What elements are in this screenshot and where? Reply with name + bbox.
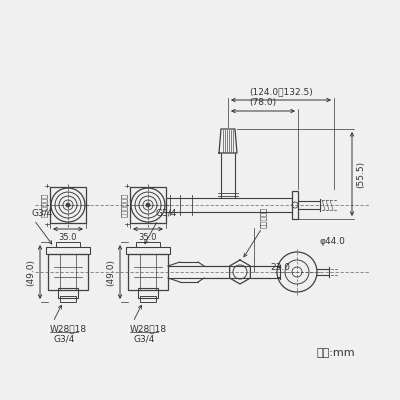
Circle shape	[67, 204, 69, 206]
Text: (55.5): (55.5)	[356, 160, 365, 188]
Text: W28少18: W28少18	[130, 324, 167, 333]
Text: 二面カット幅: 二面カット幅	[41, 193, 47, 217]
Bar	[56, 242, 80, 247]
Text: G3/4: G3/4	[134, 334, 155, 343]
Text: G3/4: G3/4	[156, 209, 177, 218]
Text: G3/4: G3/4	[54, 334, 75, 343]
Text: (49.0): (49.0)	[106, 258, 115, 286]
Bar	[292, 191, 298, 219]
Text: (78.0): (78.0)	[250, 98, 276, 107]
Bar	[46, 247, 90, 254]
Bar	[138, 288, 158, 298]
Bar	[140, 296, 156, 302]
Bar	[130, 187, 166, 223]
Bar	[58, 288, 78, 298]
Text: 二面カット幅: 二面カット幅	[121, 193, 127, 217]
Circle shape	[147, 204, 149, 206]
Text: (124.0～132.5): (124.0～132.5)	[249, 87, 313, 96]
Bar	[126, 247, 170, 254]
Bar	[48, 254, 88, 290]
Text: 35.0: 35.0	[59, 233, 77, 242]
Text: W28少18: W28少18	[50, 324, 87, 333]
Text: G3/4: G3/4	[32, 209, 53, 218]
Bar	[136, 242, 160, 247]
Text: 23.0: 23.0	[270, 264, 290, 272]
Text: (49.0): (49.0)	[26, 258, 35, 286]
Text: 35.0: 35.0	[139, 233, 157, 242]
Text: 単位:mm: 単位:mm	[316, 348, 355, 358]
Bar	[128, 254, 168, 290]
Bar	[60, 296, 76, 302]
Text: φ44.0: φ44.0	[319, 237, 345, 246]
Text: 六角内対辺: 六角内対辺	[260, 207, 267, 228]
Bar	[50, 187, 86, 223]
